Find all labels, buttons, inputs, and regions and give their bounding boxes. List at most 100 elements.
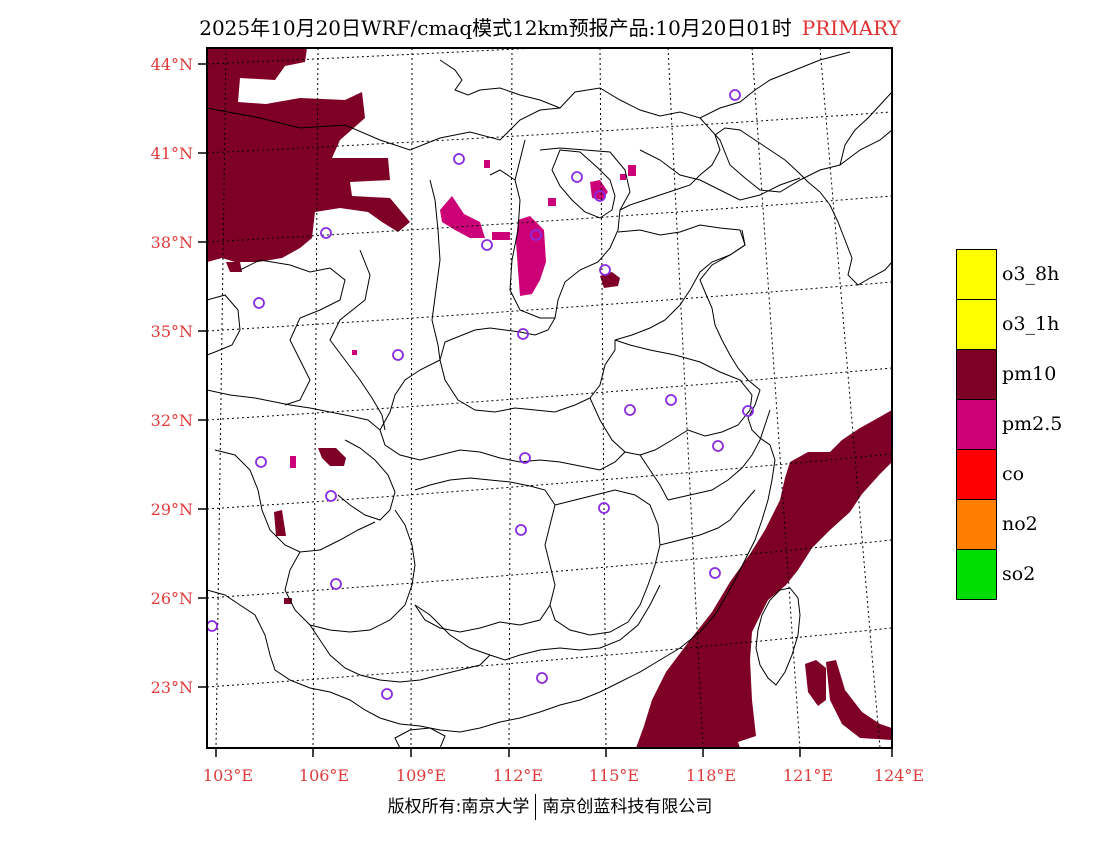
boundary-gansu-west — [207, 294, 241, 356]
pm25-patch-3 — [628, 165, 636, 176]
hainan — [394, 727, 446, 748]
pm25-patch-6 — [352, 350, 357, 355]
station-marker — [594, 190, 606, 202]
boundary-sichuan — [207, 389, 381, 431]
boundary-zhejiang — [667, 409, 771, 501]
station-marker — [742, 405, 754, 417]
lon-label: 115°E — [589, 766, 639, 785]
boundary-fujian — [659, 489, 756, 546]
boundary-guangdong — [414, 584, 661, 661]
station-marker — [571, 171, 583, 183]
copyright-right: 南京创蓝科技有限公司 — [542, 797, 713, 817]
legend-label: so2 — [1002, 563, 1036, 585]
boundary-guizhou — [284, 509, 416, 633]
lat-label: 23°N — [151, 678, 193, 697]
station-marker — [330, 578, 342, 590]
legend-label: pm10 — [1002, 363, 1057, 385]
taiwan — [755, 587, 801, 686]
pm25-patch-7 — [620, 174, 626, 180]
lat-label: 44°N — [151, 55, 193, 74]
boundary-northeast — [699, 117, 892, 193]
pm10-patch-ningxia — [226, 262, 242, 272]
station-marker — [598, 502, 610, 514]
coastline-east — [699, 229, 776, 461]
legend-swatch — [956, 299, 997, 350]
pm10-region-taiwan-east-2 — [826, 660, 892, 740]
boundary-hunan — [414, 477, 556, 633]
boundary-jiangxi — [549, 489, 661, 636]
station-marker — [536, 672, 548, 684]
pm10-region-taiwan-east-1 — [805, 660, 826, 706]
lat-label: 26°N — [151, 589, 193, 608]
boundary-hubei — [379, 359, 626, 471]
station-marker — [392, 349, 404, 361]
boundary-jiangsu-anhui — [614, 339, 753, 456]
coastline-korea — [819, 191, 892, 286]
station-marker — [599, 264, 611, 276]
station-marker — [729, 89, 741, 101]
lon-label: 121°E — [783, 766, 833, 785]
pm25-patch-4 — [548, 198, 556, 206]
latitude-axis: 44°N 41°N 38°N 35°N 32°N 29°N 26°N 23°N — [151, 55, 207, 697]
station-marker — [207, 620, 218, 632]
lat-label: 35°N — [151, 322, 193, 341]
boundary-shanxi-west — [489, 139, 526, 181]
boundary-sichuan-south — [214, 449, 376, 553]
legend-swatch — [956, 399, 997, 450]
boundary-yunnan — [207, 589, 381, 719]
legend-label: co — [1002, 463, 1025, 485]
station-marker — [481, 239, 493, 251]
station-marker — [453, 153, 465, 165]
coastline-bohai — [619, 127, 821, 211]
map-title: 2025年10月20日WRF/cmaq模式12km预报产品:10月20日01时 P… — [0, 12, 1100, 41]
boundary-henan — [439, 317, 616, 413]
lon-label: 124°E — [874, 766, 924, 785]
pm10-region-coastal-east — [636, 410, 892, 748]
station-marker — [381, 688, 393, 700]
legend-swatch — [956, 349, 997, 400]
graticule — [207, 48, 892, 748]
station-marker — [515, 524, 527, 536]
boundary-anhui — [589, 397, 669, 501]
station-marker — [665, 394, 677, 406]
pm25-regions — [290, 160, 636, 468]
boundary-guangxi — [309, 624, 491, 683]
pm10-patch-hebei — [600, 272, 620, 288]
legend-swatch — [956, 499, 997, 550]
station-marker — [253, 297, 265, 309]
pm25-patch-1 — [484, 160, 490, 168]
legend-label: no2 — [1002, 513, 1038, 535]
station-markers — [207, 89, 754, 700]
lon-label: 109°E — [396, 766, 446, 785]
map-frame — [206, 47, 893, 749]
pm10-regions — [207, 48, 892, 748]
legend-label: pm2.5 — [1002, 413, 1063, 435]
boundary-ningxia-gansu — [239, 259, 346, 406]
legend-label: o3_8h — [1002, 263, 1060, 285]
legend-swatch — [956, 249, 997, 300]
copyright-separator — [535, 794, 537, 820]
pm10-patch-chongqing — [318, 448, 346, 466]
lon-label: 118°E — [686, 766, 736, 785]
pm25-patch-2 — [492, 232, 510, 240]
lat-label: 32°N — [151, 411, 193, 430]
station-marker — [712, 440, 724, 452]
boundary-liaoning — [639, 149, 801, 201]
boundary-mongolia — [439, 59, 561, 109]
station-marker — [709, 567, 721, 579]
lon-label: 103°E — [203, 766, 253, 785]
station-marker — [624, 404, 636, 416]
title-text: 2025年10月20日WRF/cmaq模式12km预报产品:10月20日01时 — [199, 16, 792, 40]
coastline-northeast — [839, 91, 892, 166]
copyright-footer: 版权所有:南京大学 南京创蓝科技有限公司 — [0, 792, 1100, 820]
legend-swatch — [956, 549, 997, 600]
map-area — [207, 48, 892, 748]
lat-label: 41°N — [151, 144, 193, 163]
coastline-south — [379, 459, 776, 733]
boundaries — [207, 51, 892, 748]
boundary-shaanxi — [429, 179, 441, 361]
lon-label: 112°E — [493, 766, 543, 785]
boundary-beijing-tianjin — [551, 149, 616, 219]
longitude-axis: 103°E 106°E 109°E 112°E 115°E 118°E 121°… — [203, 748, 924, 785]
